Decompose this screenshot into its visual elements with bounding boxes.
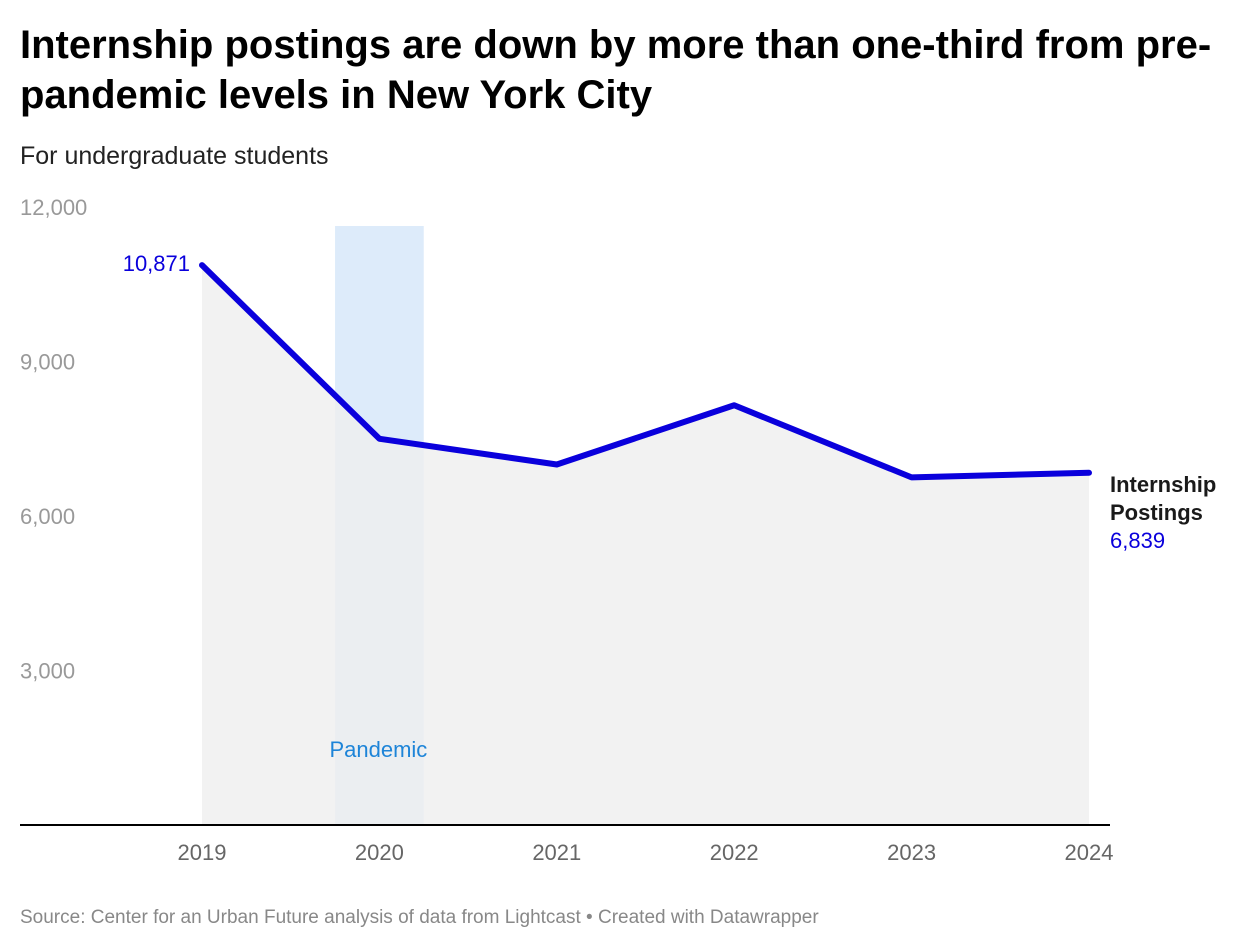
data-point <box>201 264 203 266</box>
pandemic-label: Pandemic <box>329 737 427 762</box>
x-tick-label: 2020 <box>355 840 404 865</box>
series-area <box>202 265 1089 825</box>
x-tick-label: 2022 <box>710 840 759 865</box>
series-label-line2: Postings <box>1110 500 1203 525</box>
x-axis: 2019 2020 2021 2022 2023 2024 <box>178 840 1114 865</box>
data-point <box>911 476 913 478</box>
source-footer: Source: Center for an Urban Future analy… <box>20 907 819 928</box>
x-tick-label: 2021 <box>532 840 581 865</box>
line-layer <box>199 262 1092 481</box>
data-point <box>378 438 380 440</box>
chart-subtitle: For undergraduate students <box>20 142 329 170</box>
start-value-label: 10,871 <box>123 251 190 276</box>
area-layer <box>202 265 1089 825</box>
data-point <box>556 464 558 465</box>
annotations: Pandemic 10,871 Internship Postings 6,83… <box>123 251 1217 762</box>
end-value-label: 6,839 <box>1110 528 1165 553</box>
x-tick-label: 2024 <box>1065 840 1114 865</box>
data-point <box>1088 472 1090 474</box>
y-tick-label: 6,000 <box>20 504 75 529</box>
y-tick-label: 9,000 <box>20 350 75 375</box>
x-tick-label: 2023 <box>887 840 936 865</box>
y-axis: 3,000 6,000 9,000 12,000 <box>20 195 87 684</box>
series-line-internship-postings <box>199 262 1092 481</box>
chart-title: Internship postings are down by more tha… <box>20 23 1212 117</box>
data-point <box>733 404 735 406</box>
series-label-line1: Internship <box>1110 472 1216 497</box>
y-tick-label: 3,000 <box>20 659 75 684</box>
y-tick-label: 12,000 <box>20 195 87 220</box>
x-tick-label: 2019 <box>178 840 227 865</box>
